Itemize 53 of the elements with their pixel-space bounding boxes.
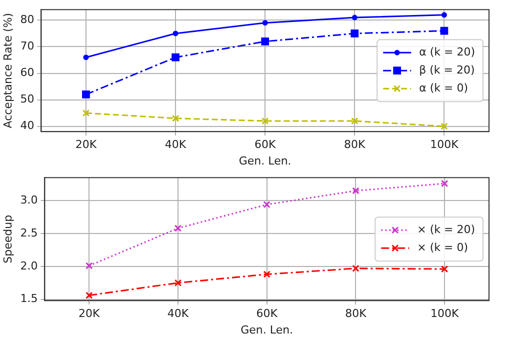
point (350, 30, 359, 38)
x-tick-label: 80K (345, 307, 368, 320)
y-tick-label: 2.5 (20, 226, 38, 240)
x-tick-label: 20K (75, 138, 98, 152)
point (172, 114, 180, 122)
point (440, 265, 448, 273)
y-axis-title: Acceptance Rate (%) (1, 12, 14, 128)
point (174, 224, 182, 232)
point (262, 117, 269, 125)
legend-label: α (k = 0) (419, 81, 468, 94)
point (263, 270, 270, 278)
x-tick-label: 40K (167, 307, 190, 320)
y-tick-label: 3.0 (20, 193, 38, 206)
x-axis-title: Gen. Len. (240, 323, 294, 336)
point (263, 200, 270, 208)
point (352, 14, 358, 20)
x-tick-label: 60K (256, 307, 278, 320)
x-tick-label: 100K (430, 138, 460, 152)
y-tick-label: 80 (20, 13, 34, 26)
point (172, 53, 180, 62)
legend-label: × (k = 20) (417, 222, 475, 236)
legend-label: α (k = 20) (419, 45, 476, 58)
y-tick-label: 1.5 (20, 292, 38, 306)
point (351, 117, 358, 125)
y-tick-label: 60 (20, 66, 34, 80)
x-tick-label: 40K (164, 138, 187, 152)
point (86, 292, 93, 299)
point (441, 12, 447, 18)
y-axis-title: Speedup (1, 214, 14, 264)
point (82, 90, 90, 98)
legend-label: × (k = 0) (417, 240, 468, 254)
point (172, 30, 178, 36)
x-axis-title: Gen. Len. (238, 154, 292, 168)
y-tick-label: 50 (20, 92, 34, 106)
x-tick-label: 100K (430, 307, 460, 320)
point (82, 109, 90, 117)
point (440, 122, 448, 130)
x-tick-label: 60K (254, 138, 276, 152)
point (352, 187, 360, 194)
point (440, 180, 448, 188)
point (261, 37, 270, 46)
point (440, 26, 448, 35)
point (352, 264, 360, 272)
y-tick-label: 40 (20, 119, 34, 132)
legend-label: β (k = 20) (419, 63, 475, 76)
point (86, 262, 93, 270)
x-tick-label: 80K (344, 138, 366, 152)
point (83, 54, 89, 60)
y-tick-label: 70 (20, 40, 34, 53)
point (262, 20, 268, 26)
x-tick-label: 20K (78, 307, 101, 320)
y-tick-label: 2.0 (20, 259, 38, 272)
point (174, 279, 182, 286)
